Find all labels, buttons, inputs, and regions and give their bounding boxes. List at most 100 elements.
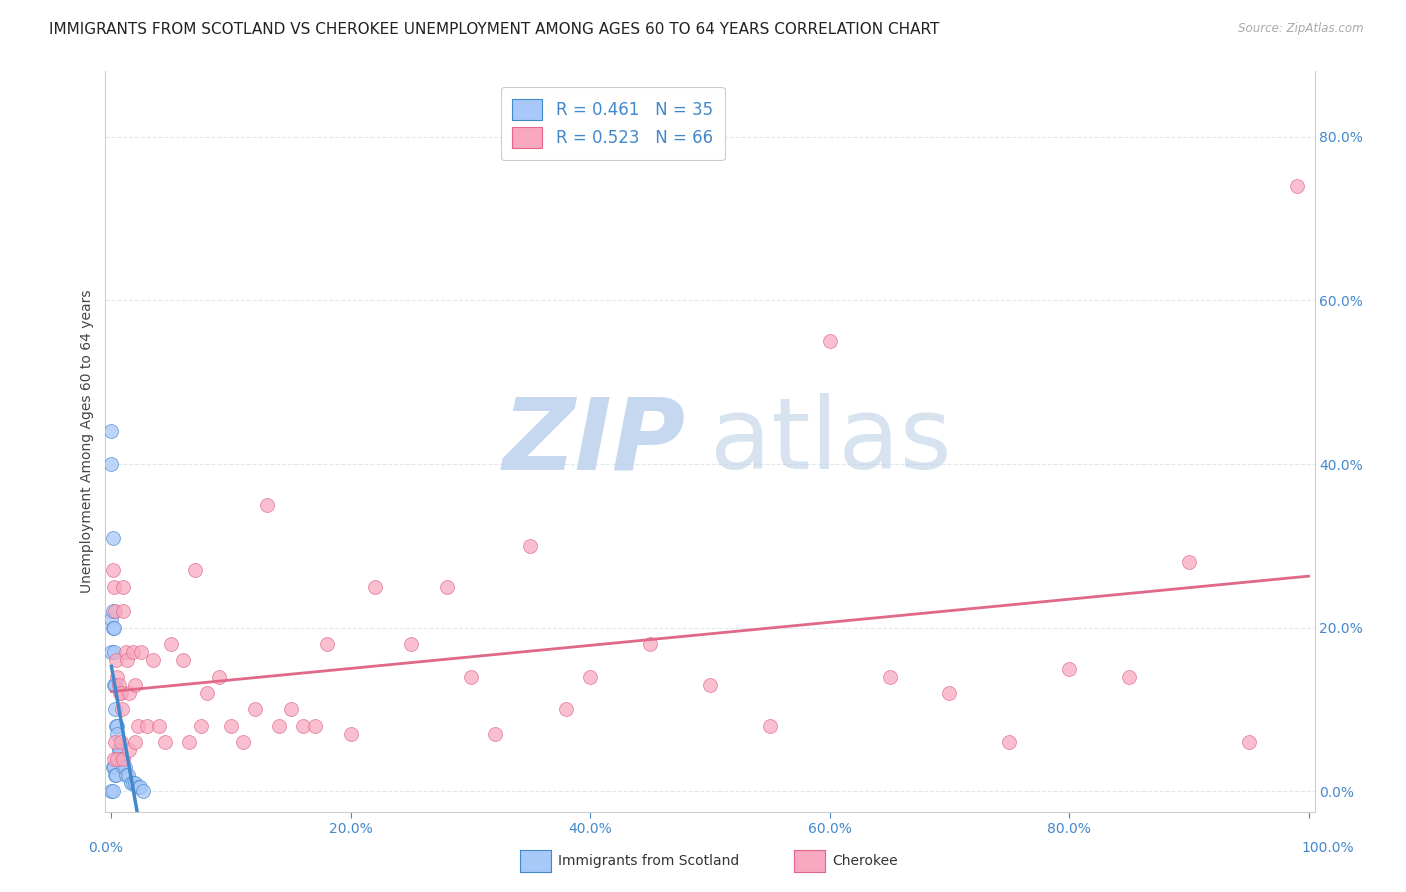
- Point: [184, 563, 207, 577]
- Legend: R = 0.461   N = 35, R = 0.523   N = 66: R = 0.461 N = 35, R = 0.523 N = 66: [501, 87, 724, 160]
- Point: [101, 621, 124, 635]
- Point: [104, 735, 127, 749]
- Point: [316, 637, 339, 651]
- Point: [100, 645, 122, 659]
- Point: [118, 743, 141, 757]
- Point: [1118, 670, 1140, 684]
- Text: atlas: atlas: [710, 393, 952, 490]
- Point: [100, 457, 122, 471]
- Point: [484, 727, 506, 741]
- Point: [364, 580, 387, 594]
- Point: [190, 719, 212, 733]
- Point: [148, 719, 170, 733]
- Point: [1057, 662, 1080, 676]
- Point: [104, 678, 127, 692]
- Point: [232, 735, 254, 749]
- Point: [104, 604, 127, 618]
- Text: ZIP: ZIP: [503, 393, 686, 490]
- Text: Immigrants from Scotland: Immigrants from Scotland: [558, 855, 740, 868]
- Point: [267, 719, 290, 733]
- Point: [124, 735, 146, 749]
- Point: [179, 735, 201, 749]
- Point: [998, 735, 1021, 749]
- Point: [519, 539, 541, 553]
- Y-axis label: Unemployment Among Ages 60 to 64 years: Unemployment Among Ages 60 to 64 years: [80, 290, 94, 593]
- Point: [122, 645, 145, 659]
- Point: [103, 580, 125, 594]
- Point: [1178, 555, 1201, 569]
- Point: [291, 719, 314, 733]
- Point: [114, 768, 136, 782]
- Point: [155, 735, 177, 749]
- Point: [436, 580, 458, 594]
- Point: [160, 637, 183, 651]
- Point: [129, 780, 152, 794]
- Point: [304, 719, 326, 733]
- Text: 0.0%: 0.0%: [89, 841, 122, 855]
- Point: [108, 743, 131, 757]
- Point: [107, 751, 129, 765]
- Point: [399, 637, 422, 651]
- Point: [195, 686, 218, 700]
- Text: 100.0%: 100.0%: [1301, 841, 1354, 855]
- Point: [699, 678, 721, 692]
- Point: [103, 760, 125, 774]
- Point: [108, 686, 131, 700]
- Point: [879, 670, 901, 684]
- Point: [120, 776, 142, 790]
- Point: [110, 686, 132, 700]
- Point: [759, 719, 782, 733]
- Point: [101, 604, 124, 618]
- Point: [112, 751, 135, 765]
- Point: [118, 686, 141, 700]
- Point: [105, 768, 128, 782]
- Point: [107, 719, 129, 733]
- Text: Source: ZipAtlas.com: Source: ZipAtlas.com: [1239, 22, 1364, 36]
- Point: [105, 653, 128, 667]
- Point: [142, 653, 165, 667]
- Point: [103, 751, 125, 765]
- Point: [136, 719, 159, 733]
- Point: [818, 334, 841, 349]
- Point: [103, 621, 125, 635]
- Point: [105, 719, 128, 733]
- Point: [243, 702, 266, 716]
- Text: Cherokee: Cherokee: [832, 855, 898, 868]
- Point: [110, 735, 132, 749]
- Point: [127, 780, 149, 794]
- Point: [101, 760, 124, 774]
- Point: [340, 727, 363, 741]
- Point: [114, 645, 136, 659]
- Point: [107, 670, 129, 684]
- Point: [107, 678, 129, 692]
- Point: [112, 760, 135, 774]
- Point: [103, 645, 125, 659]
- Point: [579, 670, 602, 684]
- Point: [110, 751, 132, 765]
- Point: [460, 670, 482, 684]
- Point: [100, 425, 122, 439]
- Point: [1285, 178, 1308, 193]
- Text: IMMIGRANTS FROM SCOTLAND VS CHEROKEE UNEMPLOYMENT AMONG AGES 60 TO 64 YEARS CORR: IMMIGRANTS FROM SCOTLAND VS CHEROKEE UNE…: [49, 22, 939, 37]
- Point: [131, 784, 153, 798]
- Point: [122, 776, 145, 790]
- Point: [131, 645, 153, 659]
- Point: [280, 702, 302, 716]
- Point: [208, 670, 231, 684]
- Point: [107, 727, 129, 741]
- Point: [114, 760, 136, 774]
- Point: [124, 678, 146, 692]
- Point: [117, 768, 139, 782]
- Point: [115, 653, 138, 667]
- Point: [638, 637, 661, 651]
- Point: [127, 719, 149, 733]
- Point: [111, 702, 134, 716]
- Point: [256, 498, 278, 512]
- Point: [112, 580, 135, 594]
- Point: [100, 612, 122, 626]
- Point: [111, 751, 134, 765]
- Point: [1237, 735, 1260, 749]
- Point: [104, 702, 127, 716]
- Point: [172, 653, 194, 667]
- Point: [555, 702, 578, 716]
